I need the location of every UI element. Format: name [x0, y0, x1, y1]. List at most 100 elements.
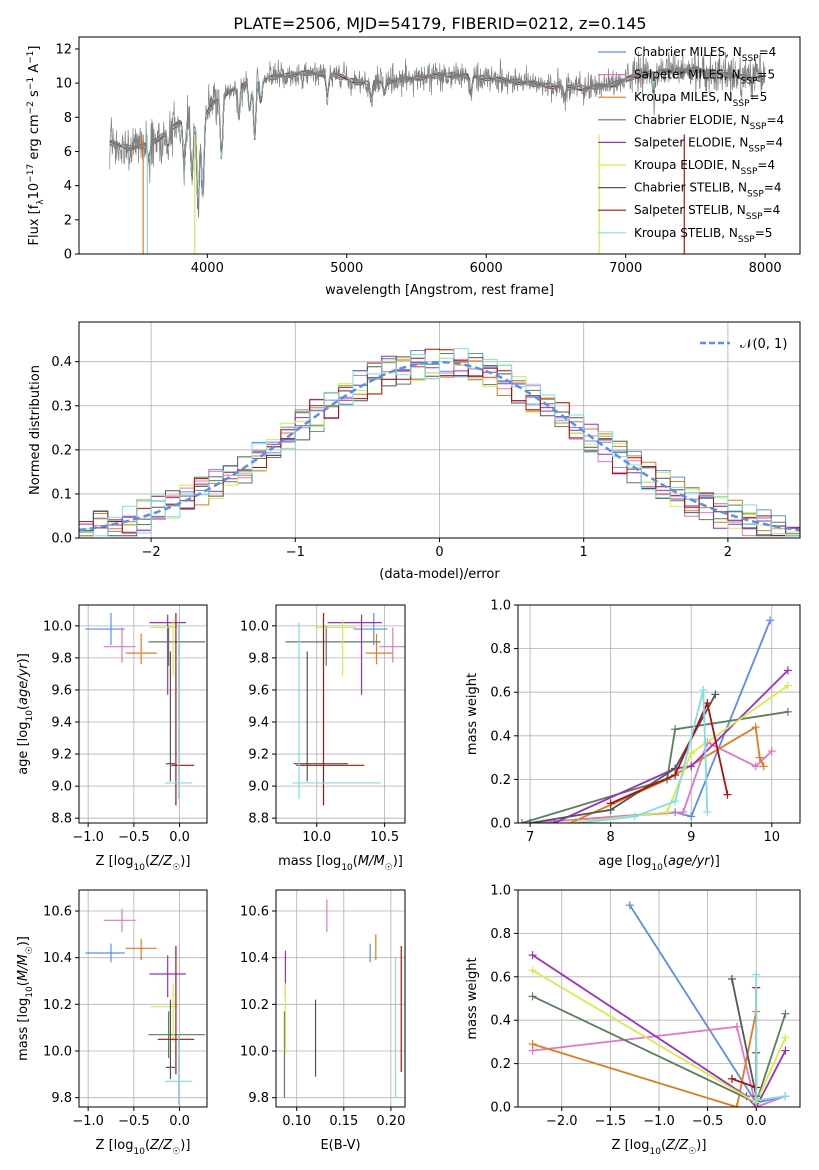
weight-marker-kroupa_elodie — [781, 1033, 790, 1042]
data-point-chabrier_elodie — [148, 1011, 206, 1058]
data-point-salpeter_elodie — [149, 955, 186, 998]
x-tick-label: 7000 — [609, 261, 642, 276]
axes-frame — [275, 604, 406, 824]
weight-marker-kroupa_miles — [755, 753, 764, 762]
y-tick-label: 12 — [55, 42, 72, 57]
residuals-y-label: Normed distribution — [28, 365, 43, 495]
x-tick-label: 10 — [764, 830, 781, 845]
residual-histogram-panel: −2 −1 0 1 2 0.0 0.1 0.2 0.3 0.4 (data-model)/error… — [28, 321, 801, 582]
y-tick-label: 2 — [64, 213, 72, 228]
data-point-kroupa_elodie — [315, 619, 357, 676]
z_weight-x-label: Z [log10(Z/Z☉)] — [612, 1138, 707, 1157]
x-tick-label: 0.15 — [329, 1114, 358, 1129]
y-tick-label: 0 — [64, 248, 72, 263]
y-tick-label: 9.6 — [51, 683, 72, 698]
x-tick-label: 0 — [435, 545, 443, 560]
x-tick-label: −1 — [286, 545, 305, 560]
weight-line-kroupa_stelib — [755, 974, 786, 1102]
y-tick-label: 10.4 — [240, 951, 269, 966]
data-point-salpeter_miles — [379, 627, 405, 663]
ebv_mass-frame: 0.10 0.15 0.20 9.8 10.0 10.2 10.4 10.6 — [240, 889, 406, 1129]
y-tick-label: 10.0 — [240, 619, 269, 634]
mass_age-points — [285, 613, 405, 806]
normal-legend-label: 𝒩(0, 1) — [740, 337, 787, 352]
z_weight-y-label: mass weight — [465, 957, 480, 1039]
mass_age-x-label: mass [log10(M/M☉)] — [278, 854, 403, 873]
x-tick-label: 0.20 — [376, 1114, 405, 1129]
x-tick-label: −2.0 — [546, 1114, 578, 1129]
y-tick-label: 1.0 — [490, 599, 511, 614]
spectrum-x-label: wavelength [Angstrom, rest frame] — [325, 283, 554, 298]
weight-marker-salpeter_elodie — [783, 666, 792, 675]
axes-frame — [78, 36, 801, 255]
weight-marker-chabrier_elodie — [528, 992, 537, 1001]
data-point-kroupa_miles — [365, 633, 393, 665]
data-point-salpeter_elodie — [327, 614, 382, 695]
weight-marker-kroupa_stelib — [781, 1092, 790, 1101]
z_mass-frame: −1.0 −0.5 0.0 9.8 10.0 10.2 10.4 10.6 — [43, 889, 208, 1129]
spectrum-panel: 4000 5000 6000 7000 8000 0 2 4 6 8 10 12 wavelength … — [26, 36, 801, 298]
z_mass-x-label: Z [log10(Z/Z☉)] — [96, 1138, 191, 1157]
age_weight-series — [518, 616, 792, 823]
weight-marker-kroupa_stelib — [630, 812, 639, 821]
weight-marker-kroupa_stelib — [752, 970, 761, 979]
data-point-chabrier_miles — [85, 613, 125, 646]
y-tick-label: 9.8 — [51, 1091, 72, 1106]
data-point-kroupa_stelib — [164, 622, 193, 799]
x-tick-label: 2 — [724, 545, 732, 560]
metallicity-mass-panel: −1.0 −0.5 0.0 9.8 10.0 10.2 10.4 10.6 Z [log10(Z… — [16, 889, 208, 1157]
weight-marker-kroupa_stelib — [752, 1096, 761, 1105]
x-tick-label: 10.0 — [302, 830, 331, 845]
weight-line-chabrier_stelib — [529, 693, 717, 823]
y-tick-label: 9.4 — [248, 716, 269, 731]
legend-label-kroupa_elodie: Kroupa ELODIE, NSSP=4 — [634, 158, 775, 177]
metallicity-weight-panel: −2.0 −1.5 −1.0 −0.5 0.0 0.0 0.2 0.4 0.6 0.8 1.0 Z [… — [465, 884, 801, 1157]
data-point-kroupa_miles — [125, 633, 157, 665]
data-point-chabrier_elodie — [285, 625, 381, 666]
y-tick-label: 9.6 — [248, 683, 269, 698]
ebv_mass-axes — [276, 890, 405, 1107]
x-tick-label: −2 — [142, 545, 161, 560]
z_age-points — [85, 613, 206, 806]
ebv-mass-panel: 0.10 0.15 0.20 9.8 10.0 10.2 10.4 10.6 E(B-V) — [240, 889, 406, 1153]
x-tick-label: −1.5 — [595, 1114, 627, 1129]
y-tick-label: 0.6 — [490, 970, 511, 985]
z_weight-series — [528, 901, 790, 1107]
legend-label-salpeter_elodie: Salpeter ELODIE, NSSP=4 — [634, 135, 783, 154]
z_age-frame: −1.0 −0.5 0.0 8.8 9.0 9.2 9.4 9.6 9.8 10.0 — [43, 604, 208, 845]
data-point-chabrier_stelib — [165, 651, 175, 782]
weight-marker-kroupa_stelib — [671, 797, 680, 806]
y-tick-label: 9.4 — [51, 716, 72, 731]
legend-label-kroupa_stelib: Kroupa STELIB, NSSP=5 — [634, 226, 772, 245]
y-tick-label: 8 — [64, 111, 72, 126]
weight-marker-chabrier_stelib — [711, 690, 720, 699]
axes-frame — [275, 889, 406, 1108]
y-tick-label: 0.2 — [51, 443, 72, 458]
y-tick-label: 10.0 — [240, 1045, 269, 1060]
weight-marker-kroupa_elodie — [783, 681, 792, 690]
y-tick-label: 0.1 — [51, 487, 72, 502]
x-tick-label: 0.0 — [746, 1114, 767, 1129]
weight-line-salpeter_elodie — [532, 954, 787, 1107]
data-point-chabrier_miles — [85, 943, 125, 963]
x-tick-label: 5000 — [330, 261, 363, 276]
data-point-kroupa_miles — [125, 939, 157, 960]
legend-label-chabrier_miles: Chabrier MILES, NSSP=4 — [634, 45, 776, 64]
mass-age-panel: 10.0 10.5 8.8 9.0 9.2 9.4 9.6 9.8 10.0 mass [log1… — [240, 604, 406, 873]
x-tick-label: −0.5 — [118, 1114, 150, 1129]
x-tick-label: 8000 — [749, 261, 782, 276]
legend-label-chabrier_stelib: Chabrier STELIB, NSSP=4 — [634, 181, 782, 200]
weight-marker-salpeter_elodie — [528, 951, 537, 960]
y-tick-label: 10 — [55, 77, 72, 92]
y-tick-label: 0.0 — [490, 817, 511, 832]
weight-marker-chabrier_stelib — [526, 819, 535, 823]
y-tick-label: 0.3 — [51, 399, 72, 414]
data-point-salpeter_stelib — [157, 946, 195, 1075]
weight-marker-kroupa_stelib — [699, 686, 708, 695]
weight-marker-salpeter_stelib — [723, 790, 732, 799]
weight-marker-kroupa_elodie — [687, 749, 696, 758]
y-tick-label: 10.6 — [240, 905, 269, 920]
weight-marker-salpeter_elodie — [781, 1046, 790, 1055]
data-point-chabrier_stelib — [293, 651, 348, 782]
axes-frame — [78, 889, 208, 1108]
